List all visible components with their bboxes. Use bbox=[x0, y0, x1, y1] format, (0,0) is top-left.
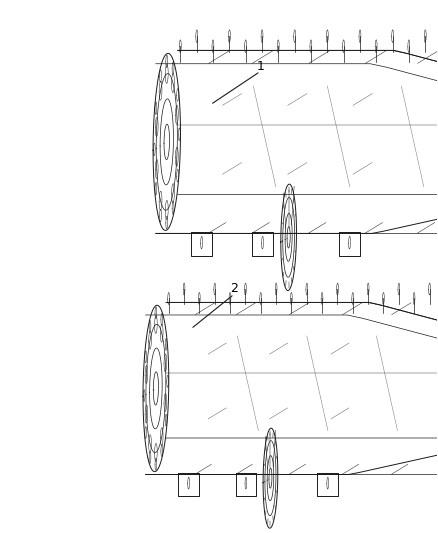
Text: 2: 2 bbox=[230, 282, 238, 295]
Text: 1: 1 bbox=[256, 60, 264, 72]
